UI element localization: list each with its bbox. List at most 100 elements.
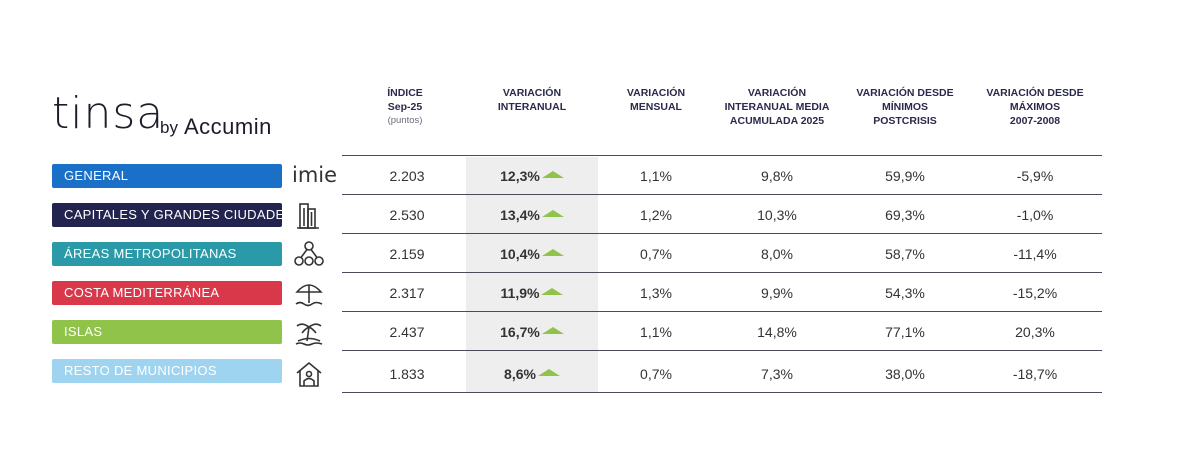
table-row: CAPITALES Y GRANDES CIUDADES 2.530 13,4%… <box>52 196 1102 234</box>
table-top-rule <box>342 155 1102 156</box>
cell-media: 8,0% <box>761 246 793 262</box>
header-media: VARIACIÓN INTERANUAL MEDIA ACUMULADA 202… <box>712 86 842 128</box>
header-maximos-line3: 2007-2008 <box>1009 115 1061 127</box>
header-interanual-line2: INTERANUAL <box>497 101 567 113</box>
cell-maximos: -1,0% <box>1016 207 1054 223</box>
cell-mensual: 0,7% <box>640 366 672 382</box>
table-row: ISLAS 2.437 16,7% 1,1% 14,8% 77,1% 20,3% <box>52 313 1102 351</box>
header-mensual: VARIACIÓN MENSUAL <box>606 86 706 114</box>
house-icon <box>292 359 326 389</box>
cell-maximos: 20,3% <box>1015 324 1055 340</box>
header-media-line1: VARIACIÓN <box>747 87 807 99</box>
cell-media: 7,3% <box>761 366 793 382</box>
header-minimos: VARIACIÓN DESDE MÍNIMOS POSTCRISIS <box>840 86 970 128</box>
row-divider <box>342 272 1102 273</box>
row-label-costa: COSTA MEDITERRÁNEA <box>52 281 282 305</box>
cell-interanual: 16,7% <box>466 313 598 351</box>
cell-interanual: 11,9% <box>466 274 598 312</box>
cell-minimos: 58,7% <box>885 246 925 262</box>
cell-media: 14,8% <box>757 324 797 340</box>
cell-interanual: 8,6% <box>466 355 598 393</box>
up-arrow-icon <box>541 170 564 178</box>
header-indice-line2: Sep-25 <box>387 101 423 113</box>
cell-interanual-value: 16,7% <box>500 324 540 340</box>
cell-maximos: -11,4% <box>1013 246 1057 262</box>
beach-umbrella-icon <box>292 278 326 308</box>
header-media-line3: ACUMULADA 2025 <box>729 115 825 127</box>
cell-interanual-value: 8,6% <box>504 366 536 382</box>
cell-indice: 2.203 <box>389 168 425 184</box>
table-row: ÁREAS METROPOLITANAS 2.159 10,4% 0,7% 8,… <box>52 235 1102 273</box>
cell-interanual-value: 12,3% <box>500 168 540 184</box>
cell-minimos: 77,1% <box>885 324 925 340</box>
header-mensual-line1: VARIACIÓN <box>626 87 686 99</box>
table-row: RESTO DE MUNICIPIOS 1.833 8,6% 0,7% 7,3%… <box>52 355 1102 393</box>
logo-by: by <box>160 118 178 137</box>
cell-mensual: 1,3% <box>640 285 672 301</box>
row-label-areas: ÁREAS METROPOLITANAS <box>52 242 282 266</box>
cell-interanual: 10,4% <box>466 235 598 273</box>
cell-maximos: -15,2% <box>1012 285 1058 301</box>
tinsa-logo: tinsa by Accumin <box>52 88 312 148</box>
cell-mensual: 1,1% <box>640 324 672 340</box>
cell-indice: 2.317 <box>389 285 425 301</box>
logo-partner: Accumin <box>184 114 272 139</box>
imie-logo-icon: imie <box>292 161 337 191</box>
header-maximos-line1: VARIACIÓN DESDE <box>986 87 1084 99</box>
cell-mensual: 1,2% <box>640 207 672 223</box>
header-maximos: VARIACIÓN DESDE MÁXIMOS 2007-2008 <box>970 86 1100 128</box>
cell-maximos: -18,7% <box>1012 366 1058 382</box>
cell-mensual: 1,1% <box>640 168 672 184</box>
logo-brand: tinsa <box>52 88 165 139</box>
up-arrow-icon <box>541 287 564 295</box>
header-minimos-line1: VARIACIÓN DESDE <box>856 87 954 99</box>
up-arrow-icon <box>541 209 564 217</box>
interanual-highlight-column <box>466 157 598 393</box>
header-indice-line1: ÍNDICE <box>387 87 423 99</box>
up-arrow-icon <box>537 368 560 376</box>
cell-maximos: -5,9% <box>1016 168 1054 184</box>
row-label-general: GENERAL <box>52 164 282 188</box>
cell-minimos: 54,3% <box>885 285 925 301</box>
header-minimos-line2: MÍNIMOS <box>881 101 929 113</box>
network-nodes-icon <box>292 239 326 269</box>
cell-indice: 1.833 <box>389 366 425 382</box>
header-minimos-line3: POSTCRISIS <box>873 115 937 127</box>
header-indice-unit: (puntos) <box>387 115 423 126</box>
row-label-capitales: CAPITALES Y GRANDES CIUDADES <box>52 203 293 227</box>
row-divider <box>342 233 1102 234</box>
header-maximos-line2: MÁXIMOS <box>1009 101 1061 113</box>
island-palm-icon <box>292 317 326 347</box>
row-divider <box>342 350 1102 351</box>
cell-interanual-value: 11,9% <box>500 285 540 301</box>
cell-interanual: 13,4% <box>466 196 598 234</box>
header-mensual-line2: MENSUAL <box>630 101 682 113</box>
row-label-resto: RESTO DE MUNICIPIOS <box>52 359 282 383</box>
buildings-icon <box>292 200 326 230</box>
cell-minimos: 59,9% <box>885 168 925 184</box>
cell-indice: 2.437 <box>389 324 425 340</box>
row-label-islas: ISLAS <box>52 320 282 344</box>
header-interanual-line1: VARIACIÓN <box>502 87 562 99</box>
cell-interanual: 12,3% <box>466 157 598 195</box>
header-interanual: VARIACIÓN INTERANUAL <box>476 86 588 114</box>
cell-indice: 2.159 <box>389 246 425 262</box>
header-media-line2: INTERANUAL MEDIA <box>724 101 830 113</box>
table-row: GENERAL imie 2.203 12,3% 1,1% 9,8% 59,9%… <box>52 157 1102 195</box>
row-divider <box>342 194 1102 195</box>
cell-media: 10,3% <box>757 207 797 223</box>
cell-interanual-value: 10,4% <box>500 246 540 262</box>
imie-logo-text: imie <box>292 163 338 187</box>
cell-indice: 2.530 <box>389 207 425 223</box>
cell-interanual-value: 13,4% <box>500 207 540 223</box>
header-indice: ÍNDICE Sep-25 (puntos) <box>360 86 450 128</box>
cell-minimos: 69,3% <box>885 207 925 223</box>
cell-media: 9,8% <box>761 168 793 184</box>
up-arrow-icon <box>541 326 564 334</box>
cell-media: 9,9% <box>761 285 793 301</box>
cell-minimos: 38,0% <box>885 366 925 382</box>
row-divider <box>342 311 1102 312</box>
table-row: COSTA MEDITERRÁNEA 2.317 11,9% 1,3% 9,9%… <box>52 274 1102 312</box>
cell-mensual: 0,7% <box>640 246 672 262</box>
row-divider <box>342 392 1102 393</box>
